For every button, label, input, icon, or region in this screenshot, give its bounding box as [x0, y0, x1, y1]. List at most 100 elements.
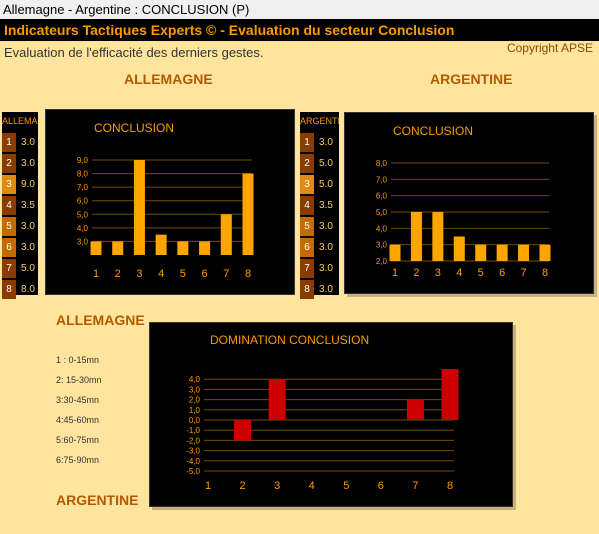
- x-tick-label: 4: [309, 480, 315, 492]
- table-row: 2 5.0: [300, 154, 339, 173]
- table-row: 1 3.0: [2, 133, 38, 152]
- bar: [155, 234, 167, 255]
- y-tick-label: 6,0: [77, 197, 89, 206]
- y-tick-label: 4,0: [376, 224, 388, 233]
- legend-item: 1 : 0-15mn: [56, 355, 100, 365]
- page-header: Indicateurs Tactiques Experts © - Evalua…: [0, 19, 599, 41]
- table-header: ARGENTINE: [300, 116, 339, 126]
- table-row: 2 3.0: [2, 154, 38, 173]
- bar: [234, 420, 252, 441]
- y-tick-label: 0,0: [189, 416, 201, 425]
- table-row: 1 3.0: [300, 133, 339, 152]
- chart-title: CONCLUSION: [94, 121, 174, 135]
- x-tick-label: 6: [378, 480, 384, 492]
- legend-item: 2: 15-30mn: [56, 375, 102, 385]
- y-tick-label: -4,0: [186, 457, 200, 466]
- team-left-label-2: ALLEMAGNE: [56, 312, 145, 328]
- x-tick-label: 2: [413, 267, 419, 279]
- bar: [410, 212, 422, 261]
- bar: [112, 241, 124, 255]
- y-tick-label: 3,0: [376, 241, 388, 250]
- x-tick-label: 8: [245, 268, 251, 280]
- copyright: Copyright APSE: [506, 41, 593, 55]
- legend-item: 3:30-45mn: [56, 395, 100, 405]
- x-tick-label: 3: [136, 268, 142, 280]
- row-value: 3.0: [21, 221, 35, 232]
- chart-svg: DOMINATION CONCLUSION -5,0-4,0-3,0 -2,0-1,…: [186, 333, 459, 492]
- x-tick-label: 3: [274, 480, 280, 492]
- y-tick-label: 4,0: [77, 224, 89, 233]
- bar: [496, 244, 508, 261]
- chart-domination: DOMINATION CONCLUSION -5,0 -4,0 -3,0 -2,0 -1,…: [149, 322, 513, 507]
- bar: [406, 399, 424, 420]
- y-tick-label: -1,0: [186, 426, 200, 435]
- table-row: 8 8.0: [2, 280, 38, 299]
- y-tick-label: 6,0: [376, 192, 388, 201]
- table-row: 5 3.0: [2, 217, 38, 236]
- x-tick-label: 7: [223, 268, 229, 280]
- row-index: 4: [300, 196, 314, 215]
- chart-title: DOMINATION CONCLUSION: [210, 333, 369, 347]
- row-index: 1: [300, 133, 314, 152]
- row-value: 3.0: [21, 137, 35, 148]
- legend-item: 6:75-90mn: [56, 455, 100, 465]
- x-tick-label: 5: [478, 267, 484, 279]
- row-value: 3.0: [319, 242, 333, 253]
- row-value: 8.0: [21, 284, 35, 295]
- table-row: 6 3.0: [300, 238, 339, 257]
- row-index: 5: [300, 217, 314, 236]
- chart-conclusion-left: CONCLUSION 3,0 4,0 5,0 6,0 7,0 8,0 9,0 1 2 3 4 5 6 7 8: [45, 109, 295, 295]
- table-row: 4 3.5: [300, 196, 339, 215]
- bar: [90, 241, 102, 255]
- x-tick-label: 6: [499, 267, 505, 279]
- row-value: 5.0: [319, 179, 333, 190]
- bar: [177, 241, 189, 255]
- bar: [389, 244, 401, 261]
- x-tick-label: 7: [521, 267, 527, 279]
- table-row: 3 9.0: [2, 175, 38, 194]
- table-header: ALLEMAGNE: [2, 116, 38, 126]
- team-right-label: ARGENTINE: [430, 71, 513, 87]
- page-subtitle: Evaluation de l'efficacité des derniers …: [4, 45, 264, 60]
- y-tick-label: 7,0: [376, 175, 388, 184]
- row-value: 3.0: [21, 242, 35, 253]
- score-table-left: ALLEMAGNE 13.023.039.043.553.063.075.088…: [2, 112, 38, 299]
- row-index: 8: [2, 280, 16, 299]
- x-tick-label: 1: [392, 267, 398, 279]
- y-tick-label: 1,0: [189, 406, 201, 415]
- y-tick-label: 8,0: [77, 170, 89, 179]
- bar: [453, 236, 465, 261]
- row-index: 7: [300, 259, 314, 278]
- score-table-right: ARGENTINE 13.025.035.043.553.063.073.083…: [300, 112, 339, 299]
- bar: [133, 160, 145, 255]
- row-value: 9.0: [21, 179, 35, 190]
- x-tick-label: 3: [435, 267, 441, 279]
- y-tick-label: 5,0: [77, 210, 89, 219]
- bar: [475, 244, 487, 261]
- row-index: 8: [300, 280, 314, 299]
- row-index: 6: [2, 238, 16, 257]
- row-value: 3.0: [21, 158, 35, 169]
- window-title: Allemagne - Argentine : CONCLUSION (P): [0, 0, 599, 19]
- row-index: 4: [2, 196, 16, 215]
- chart-conclusion-right: CONCLUSION 2,0 3,0 4,0 5,0 6,0 7,0 8,0 1 2 3 4 5 6 7 8: [344, 112, 594, 294]
- x-tick-label: 6: [202, 268, 208, 280]
- x-tick-label: 8: [447, 480, 453, 492]
- chart-svg: CONCLUSION 3,0 4,0 5,0 6,0 7,0 8,0 9,0 1 2 3 4 5 6 7 8: [77, 121, 254, 280]
- chart-title: CONCLUSION: [393, 124, 473, 138]
- team-left-label: ALLEMAGNE: [124, 71, 213, 87]
- legend-item: 5:60-75mn: [56, 435, 100, 445]
- x-tick-label: 2: [115, 268, 121, 280]
- x-tick-label: 4: [456, 267, 462, 279]
- x-tick-label: 2: [240, 480, 246, 492]
- y-tick-label: 5,0: [376, 208, 388, 217]
- table-row: 7 3.0: [300, 259, 339, 278]
- team-right-label-2: ARGENTINE: [56, 492, 139, 508]
- x-tick-label: 4: [158, 268, 164, 280]
- x-tick-label: 1: [205, 480, 211, 492]
- chart-svg: CONCLUSION 2,0 3,0 4,0 5,0 6,0 7,0 8,0 1 2 3 4 5 6 7 8: [376, 124, 551, 279]
- bar: [441, 369, 459, 420]
- y-tick-label: 3,0: [77, 237, 89, 246]
- row-value: 3.5: [21, 200, 35, 211]
- x-tick-label: 7: [412, 480, 418, 492]
